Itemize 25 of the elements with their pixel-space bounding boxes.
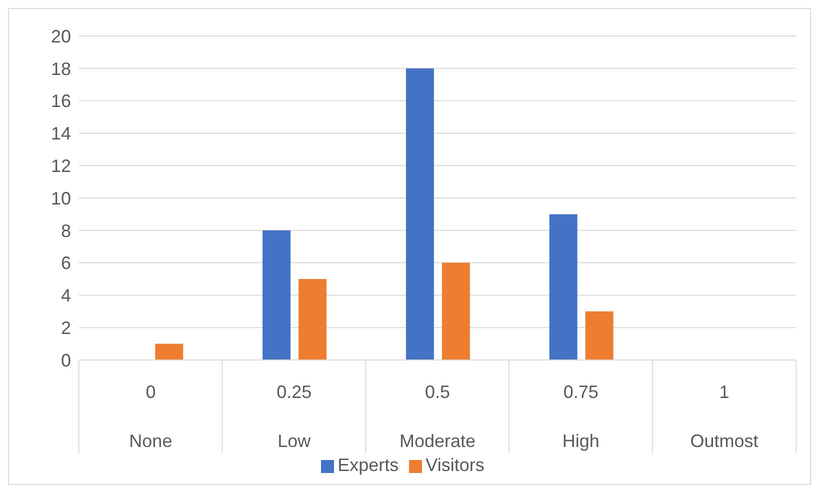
category-label: 1 Outmost	[690, 382, 758, 451]
category-label: 0 None	[129, 382, 172, 451]
bar	[442, 262, 470, 360]
y-tick-label: 10	[50, 188, 71, 208]
y-tick-label: 6	[60, 253, 71, 274]
y-tick-label: 8	[60, 220, 71, 241]
category-label: 0.5 Moderate	[399, 382, 476, 451]
y-tick-label: 18	[50, 58, 71, 79]
y-tick-label: 4	[60, 286, 71, 306]
bar	[549, 214, 578, 360]
category-label: 0.25 Low	[276, 382, 312, 451]
legend-label: Experts	[338, 455, 399, 475]
bar	[155, 344, 184, 360]
bar	[262, 230, 291, 360]
bar	[406, 68, 434, 360]
y-tick-label: 14	[50, 124, 71, 144]
y-tick-label: 16	[50, 91, 71, 112]
legend-label: Visitors	[426, 455, 484, 475]
y-tick-label: 20	[50, 26, 71, 46]
category-label: 0.75 High	[562, 382, 600, 451]
bar	[298, 279, 327, 360]
y-tick-label: 2	[60, 318, 71, 338]
y-tick-label: 0	[60, 350, 71, 370]
y-tick-label: 12	[50, 156, 71, 176]
bar	[585, 311, 614, 360]
